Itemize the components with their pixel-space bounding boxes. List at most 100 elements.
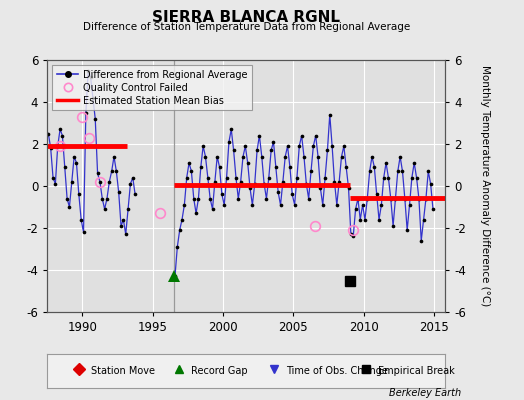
- Point: [215, 164, 224, 170]
- Point: [403, 227, 411, 233]
- Point: [377, 202, 386, 208]
- Point: [77, 216, 85, 223]
- Point: [281, 153, 289, 160]
- Point: [271, 164, 280, 170]
- Point: [124, 206, 132, 212]
- Point: [349, 233, 357, 240]
- Point: [66, 204, 74, 210]
- Point: [384, 174, 392, 181]
- Point: [101, 206, 109, 212]
- Point: [246, 185, 254, 191]
- Point: [295, 143, 303, 149]
- Point: [196, 164, 205, 170]
- Point: [241, 143, 249, 149]
- Point: [370, 164, 378, 170]
- Point: [82, 109, 90, 116]
- Point: [44, 130, 52, 137]
- Point: [86, 74, 95, 80]
- Legend: Difference from Regional Average, Quality Control Failed, Estimated Station Mean: Difference from Regional Average, Qualit…: [52, 65, 253, 110]
- Point: [412, 174, 421, 181]
- Point: [199, 143, 208, 149]
- Point: [74, 191, 83, 198]
- Point: [201, 153, 210, 160]
- Point: [325, 112, 334, 118]
- Point: [79, 229, 88, 235]
- Point: [396, 153, 405, 160]
- Point: [293, 174, 301, 181]
- Text: Time of Obs. Change: Time of Obs. Change: [286, 366, 388, 376]
- Point: [373, 191, 381, 198]
- Point: [342, 164, 351, 170]
- Text: Station Move: Station Move: [91, 366, 155, 376]
- Point: [63, 195, 71, 202]
- Point: [307, 168, 315, 174]
- Point: [225, 139, 233, 145]
- Point: [84, 67, 92, 74]
- Point: [222, 174, 231, 181]
- Point: [279, 178, 287, 185]
- Point: [427, 181, 435, 187]
- Point: [356, 216, 365, 223]
- Point: [122, 231, 130, 238]
- Point: [230, 147, 238, 154]
- Point: [323, 147, 332, 154]
- Point: [311, 132, 320, 139]
- Point: [358, 202, 367, 208]
- Point: [290, 202, 299, 208]
- Point: [110, 153, 118, 160]
- Point: [178, 216, 186, 223]
- Text: Difference of Station Temperature Data from Regional Average: Difference of Station Temperature Data f…: [83, 22, 410, 32]
- Point: [192, 210, 200, 216]
- Point: [107, 168, 116, 174]
- Point: [236, 178, 245, 185]
- Point: [422, 195, 430, 202]
- Point: [330, 178, 339, 185]
- Point: [368, 153, 376, 160]
- Point: [408, 174, 416, 181]
- Point: [126, 181, 135, 187]
- Point: [206, 195, 214, 202]
- Point: [401, 195, 409, 202]
- Point: [424, 168, 432, 174]
- Point: [72, 160, 81, 166]
- Point: [190, 195, 198, 202]
- Point: [119, 216, 127, 223]
- Point: [56, 126, 64, 132]
- Point: [194, 195, 203, 202]
- Point: [258, 153, 266, 160]
- Point: [61, 164, 69, 170]
- Point: [354, 195, 362, 202]
- Point: [173, 244, 181, 250]
- Text: Berkeley Earth: Berkeley Earth: [389, 388, 461, 398]
- Point: [302, 181, 311, 187]
- Point: [103, 195, 111, 202]
- Point: [298, 132, 306, 139]
- Point: [187, 168, 195, 174]
- Point: [53, 143, 62, 149]
- Point: [227, 126, 235, 132]
- Point: [314, 153, 322, 160]
- Point: [361, 216, 369, 223]
- Point: [365, 168, 374, 174]
- Point: [286, 164, 294, 170]
- Point: [333, 202, 341, 208]
- Point: [304, 195, 313, 202]
- Point: [213, 153, 221, 160]
- Point: [204, 174, 212, 181]
- Point: [105, 178, 114, 185]
- Point: [375, 216, 383, 223]
- Point: [211, 178, 219, 185]
- Point: [244, 160, 252, 166]
- Point: [379, 174, 388, 181]
- Point: [112, 168, 121, 174]
- Point: [117, 223, 125, 229]
- Text: Record Gap: Record Gap: [191, 366, 247, 376]
- Point: [262, 195, 270, 202]
- Point: [391, 195, 400, 202]
- Point: [70, 153, 78, 160]
- Point: [382, 160, 390, 166]
- Point: [47, 145, 55, 151]
- Point: [217, 191, 226, 198]
- Point: [406, 202, 414, 208]
- Point: [269, 139, 278, 145]
